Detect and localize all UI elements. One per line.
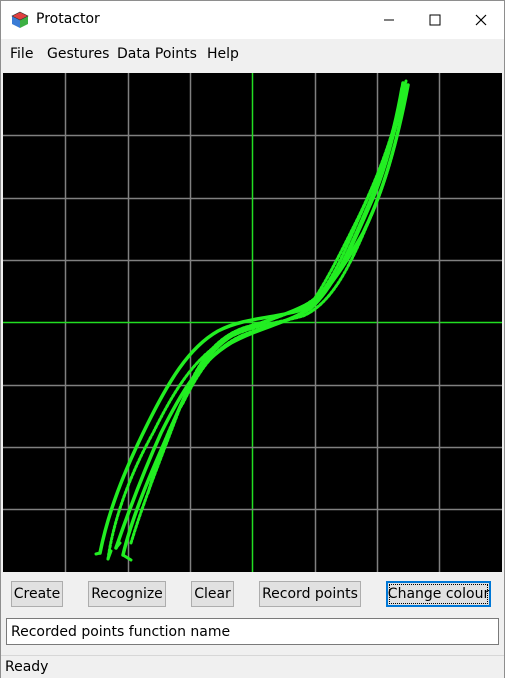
gesture-stroke — [146, 101, 402, 495]
menu-help[interactable]: Help — [207, 46, 239, 62]
maximize-button[interactable] — [412, 1, 458, 39]
gesture-stroke — [129, 79, 408, 545]
gesture-strokes — [94, 79, 410, 562]
gesture-stroke-tail — [94, 551, 102, 556]
recognize-button[interactable]: Recognize — [88, 581, 166, 607]
gesture-stroke-tail — [106, 549, 113, 561]
close-button[interactable] — [458, 1, 504, 39]
title-bar: Protactor — [1, 1, 504, 39]
status-bar: Ready — [1, 655, 504, 678]
function-name-field[interactable]: Recorded points function name — [6, 618, 499, 645]
toolbar: Create Recognize Clear Record points Cha… — [1, 579, 504, 613]
minimize-button[interactable] — [366, 1, 412, 39]
app-cube-icon — [11, 11, 29, 28]
menu-gestures[interactable]: Gestures — [47, 46, 110, 62]
drawing-canvas[interactable] — [3, 73, 502, 572]
window-title: Protactor — [36, 11, 100, 27]
clear-button[interactable]: Clear — [191, 581, 234, 607]
gesture-drawing — [3, 73, 502, 572]
menu-data-points[interactable]: Data Points — [117, 46, 197, 62]
maximize-icon — [429, 14, 441, 26]
close-icon — [475, 14, 487, 26]
status-text: Ready — [5, 659, 49, 675]
gesture-stroke — [106, 85, 407, 561]
gesture-stroke-tail — [121, 553, 133, 562]
create-button[interactable]: Create — [11, 581, 63, 607]
change-colour-button[interactable]: Change colour — [386, 581, 491, 607]
minimize-icon — [384, 19, 394, 21]
menu-bar: File Gestures Data Points Help — [1, 39, 504, 69]
gesture-stroke-tail — [114, 541, 122, 550]
grid-lines — [3, 73, 502, 572]
record-points-button[interactable]: Record points — [259, 581, 361, 607]
menu-file[interactable]: File — [10, 46, 34, 62]
